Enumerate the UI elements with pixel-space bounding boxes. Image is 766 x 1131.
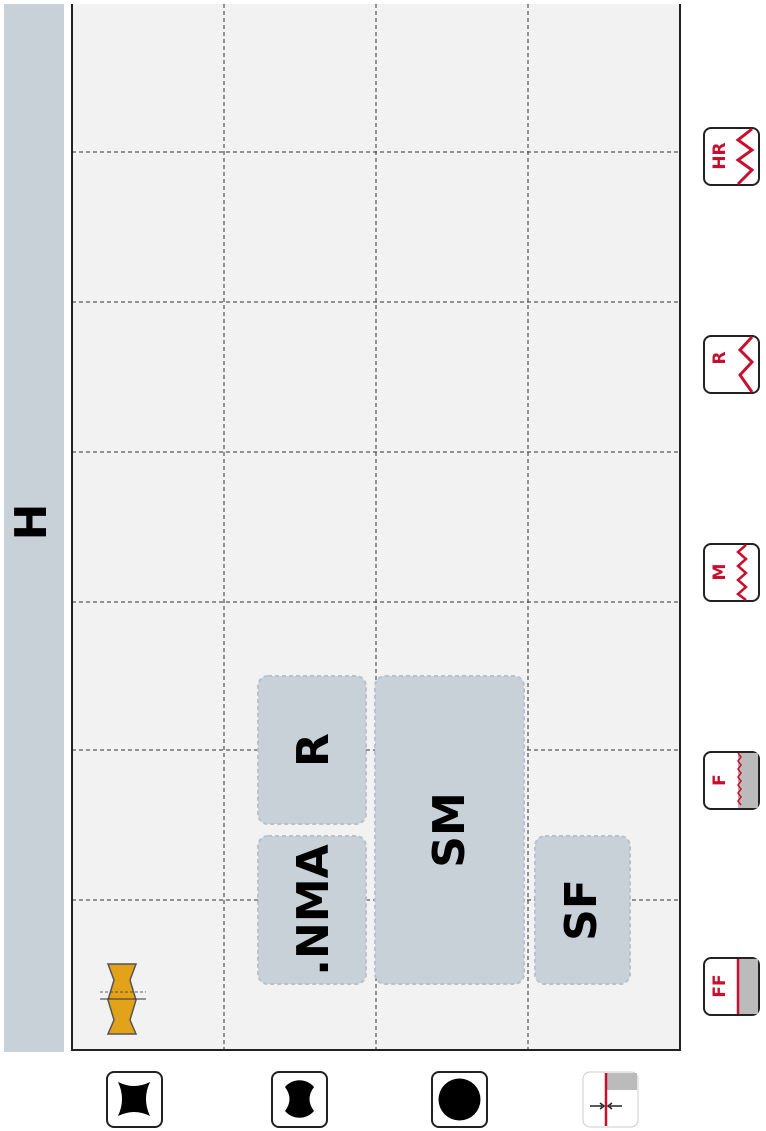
tool-icon: [100, 963, 146, 1035]
box-label: SF: [556, 879, 607, 941]
finish-label: FF: [710, 974, 730, 997]
shape-icons: [106, 1071, 639, 1128]
finish-label: R: [710, 351, 730, 364]
grid-border: [71, 4, 681, 1051]
boxes: .NMA R SM SF: [257, 675, 631, 985]
finish-label: M: [710, 564, 730, 581]
box-label: SM: [424, 792, 475, 867]
box-label: R: [288, 733, 339, 767]
finish-label: F: [710, 774, 730, 786]
box-label: .NMA: [288, 844, 339, 975]
finish-label: HR: [710, 142, 730, 169]
sidebar: [4, 4, 64, 1052]
sidebar-label: H: [6, 504, 57, 541]
finish-icons: HR R M F FF: [703, 127, 760, 1016]
